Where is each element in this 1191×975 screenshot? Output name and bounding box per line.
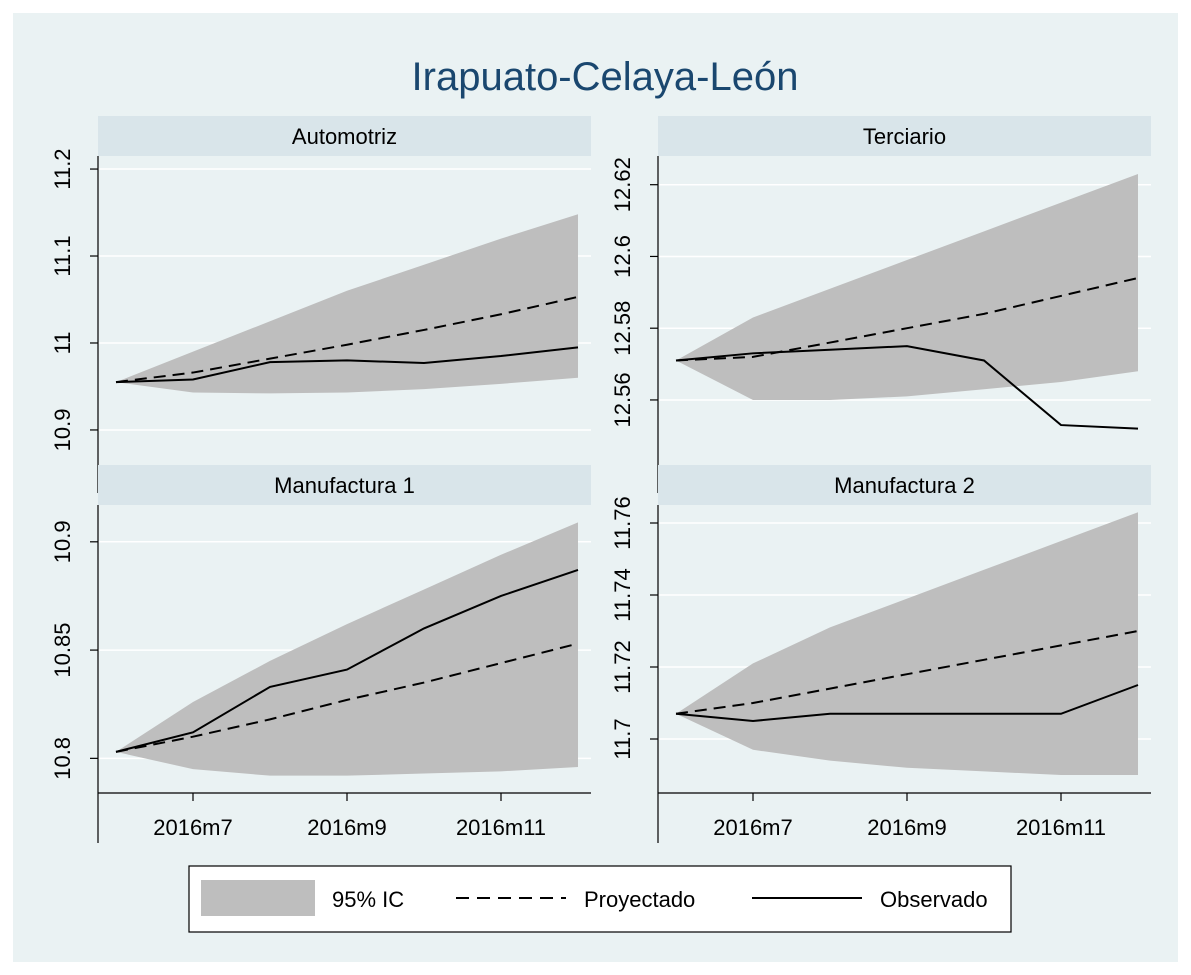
series-line-observado bbox=[115, 569, 579, 753]
x-tick-label: 2016m7 bbox=[153, 815, 233, 840]
panel-header bbox=[98, 116, 591, 156]
legend-label-projected: Proyectado bbox=[584, 887, 695, 912]
x-tick-label: 2016m11 bbox=[456, 815, 546, 840]
y-tick-label: 11.72 bbox=[610, 640, 635, 693]
series-line-proyectado bbox=[115, 642, 579, 753]
panel-title: Terciario bbox=[863, 124, 946, 149]
x-tick-label: 2016m9 bbox=[867, 815, 947, 840]
series-line-proyectado bbox=[675, 630, 1139, 715]
panel-manufactura-1: Manufactura 1 2016m7 2016m9 2016m11 10.8 10.8… bbox=[50, 465, 591, 843]
ci-band bbox=[676, 512, 1138, 775]
y-tick-label: 11.2 bbox=[50, 148, 75, 189]
y-tick-label: 10.9 bbox=[50, 409, 75, 452]
panel-header bbox=[658, 116, 1151, 156]
y-tick-label: 11.1 bbox=[50, 235, 75, 276]
panel-automotriz: Automotriz 10.9 11 11.1 11.2 bbox=[50, 116, 591, 493]
panel-title: Manufactura 2 bbox=[834, 473, 975, 498]
y-tick-label: 10.8 bbox=[50, 737, 75, 780]
x-tick-label: 2016m9 bbox=[307, 815, 387, 840]
y-tick-label: 12.56 bbox=[610, 372, 635, 427]
y-tick-label: 11.74 bbox=[610, 568, 635, 621]
panel-manufactura-2: Manufactura 2 2016m7 2016m9 2016m11 11.7 11.7… bbox=[610, 465, 1151, 843]
panel-header bbox=[98, 465, 591, 505]
y-tick-label: 12.62 bbox=[610, 157, 635, 212]
chart-title: Irapuato-Celaya-León bbox=[412, 55, 799, 99]
y-tick-label: 10.9 bbox=[50, 520, 75, 563]
series-line-observado bbox=[675, 345, 1139, 430]
series-line-observado bbox=[675, 684, 1139, 723]
y-tick-label: 12.58 bbox=[610, 301, 635, 356]
ci-band bbox=[116, 214, 578, 394]
legend: 95% IC Proyectado Observado bbox=[188, 865, 1012, 933]
y-tick-label: 11.76 bbox=[610, 496, 635, 549]
panel-title: Automotriz bbox=[292, 124, 397, 149]
panel-title: Manufactura 1 bbox=[274, 473, 415, 498]
legend-label-observed: Observado bbox=[880, 887, 988, 912]
panel-header bbox=[658, 465, 1151, 505]
legend-label-ci: 95% IC bbox=[332, 887, 404, 912]
ci-band bbox=[676, 173, 1138, 400]
series-line-observado bbox=[115, 346, 579, 384]
series-line-proyectado bbox=[675, 277, 1139, 362]
legend-swatch-ci bbox=[201, 880, 315, 916]
ci-band bbox=[116, 522, 578, 776]
y-tick-label: 12.6 bbox=[610, 235, 635, 278]
series-line-proyectado bbox=[115, 295, 579, 384]
panel-terciario: Terciario 12.56 12.58 12.6 12.62 bbox=[610, 116, 1151, 493]
x-tick-label: 2016m7 bbox=[713, 815, 793, 840]
y-tick-label: 10.85 bbox=[50, 623, 75, 678]
legend-box bbox=[188, 865, 1012, 933]
x-tick-label: 2016m11 bbox=[1016, 815, 1106, 840]
y-tick-label: 11.7 bbox=[610, 718, 635, 759]
panels: Automotriz 10.9 11 11.1 11.2 Terciario 12.56 12… bbox=[50, 116, 1151, 843]
y-tick-label: 11 bbox=[50, 332, 75, 355]
